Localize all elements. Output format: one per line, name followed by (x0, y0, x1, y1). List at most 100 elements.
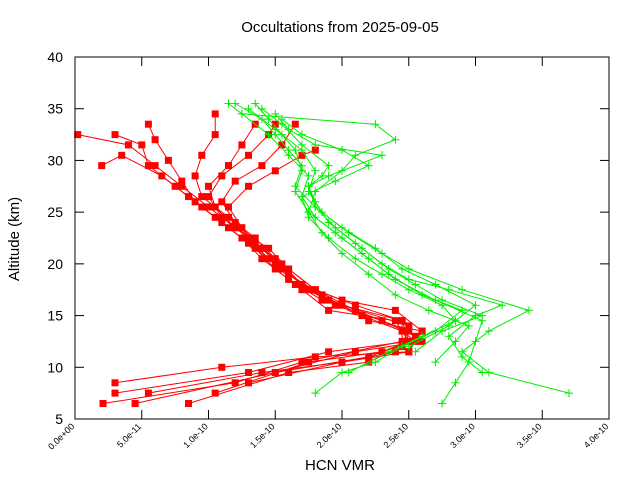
data-point (138, 141, 146, 149)
data-point (111, 379, 119, 387)
data-point (264, 130, 273, 139)
chart-title: Occultations from 2025-09-05 (241, 19, 439, 36)
data-point (164, 156, 172, 164)
data-point (404, 342, 413, 351)
data-point (378, 151, 386, 160)
data-point (351, 254, 360, 263)
data-point (438, 327, 447, 336)
data-point (231, 99, 240, 108)
data-point (524, 306, 533, 315)
data-point (185, 400, 192, 407)
data-point (411, 337, 419, 345)
data-point (478, 368, 487, 377)
series-14-line (274, 113, 477, 348)
data-point (405, 322, 413, 330)
data-point (318, 291, 326, 299)
y-tick-label: 20 (47, 256, 63, 272)
data-point (484, 327, 493, 336)
data-point (384, 265, 393, 273)
data-point (191, 198, 199, 206)
data-point (325, 306, 333, 314)
data-point (344, 368, 353, 377)
data-point (311, 353, 319, 361)
data-point (398, 265, 407, 273)
data-point (124, 141, 132, 149)
data-point (211, 110, 219, 118)
data-point (231, 379, 239, 387)
data-point (351, 306, 359, 314)
data-point (464, 321, 473, 330)
data-point (418, 337, 426, 345)
y-tick-label: 15 (47, 308, 63, 324)
data-point (251, 234, 259, 242)
data-point (131, 400, 139, 407)
data-point (271, 120, 279, 128)
data-point (238, 141, 246, 149)
data-point (298, 358, 306, 366)
data-point (304, 171, 313, 180)
x-tick-label: 5.0e-11 (115, 421, 143, 449)
y-tick-label: 30 (47, 152, 63, 168)
data-point (404, 285, 413, 294)
data-point (318, 228, 326, 237)
data-point (245, 234, 252, 242)
data-point (311, 146, 319, 154)
data-point (364, 161, 373, 170)
data-point (258, 162, 266, 170)
data-point (311, 286, 319, 294)
data-point (364, 270, 373, 279)
y-tick-label: 5 (55, 411, 63, 427)
data-point (324, 161, 333, 170)
data-point (191, 172, 199, 180)
data-point (418, 332, 427, 341)
data-point (318, 296, 326, 304)
data-point (391, 348, 399, 356)
data-point (378, 317, 386, 325)
data-point (251, 99, 260, 108)
data-point (298, 281, 306, 288)
series-1-line (101, 154, 403, 404)
data-point (405, 348, 413, 356)
data-point (424, 306, 433, 315)
x-tick-label: 3.0e-10 (448, 421, 477, 450)
data-point (218, 198, 226, 206)
data-point (311, 389, 320, 398)
data-point (338, 368, 346, 377)
data-point (271, 265, 279, 273)
series-5-line (148, 113, 417, 394)
data-point (144, 389, 152, 397)
data-point (118, 151, 126, 159)
data-point (331, 223, 340, 232)
y-tick-label: 25 (47, 204, 63, 220)
data-point (311, 140, 320, 149)
data-point (391, 135, 400, 144)
data-point (258, 244, 266, 252)
data-point (484, 368, 493, 377)
data-point (405, 327, 413, 335)
data-point (237, 109, 246, 118)
series-9 (225, 146, 413, 376)
x-tick-label: 1.5e-10 (248, 421, 277, 450)
data-point (478, 311, 487, 320)
data-point (371, 244, 380, 253)
data-point (211, 389, 219, 397)
data-point (458, 352, 467, 361)
data-point (291, 182, 300, 191)
data-point (144, 162, 152, 170)
series-1 (98, 151, 406, 407)
x-tick-label: 1.0e-10 (181, 421, 210, 450)
data-point (285, 265, 293, 273)
data-point (304, 208, 313, 217)
data-point (411, 347, 420, 356)
data-point (245, 239, 252, 247)
data-point (358, 312, 366, 320)
data-point (365, 317, 373, 325)
data-point (298, 286, 306, 294)
data-point (218, 363, 226, 371)
data-point (265, 255, 273, 263)
data-point (99, 400, 107, 407)
data-point (245, 182, 252, 190)
data-point (297, 140, 306, 149)
data-point (565, 389, 573, 398)
